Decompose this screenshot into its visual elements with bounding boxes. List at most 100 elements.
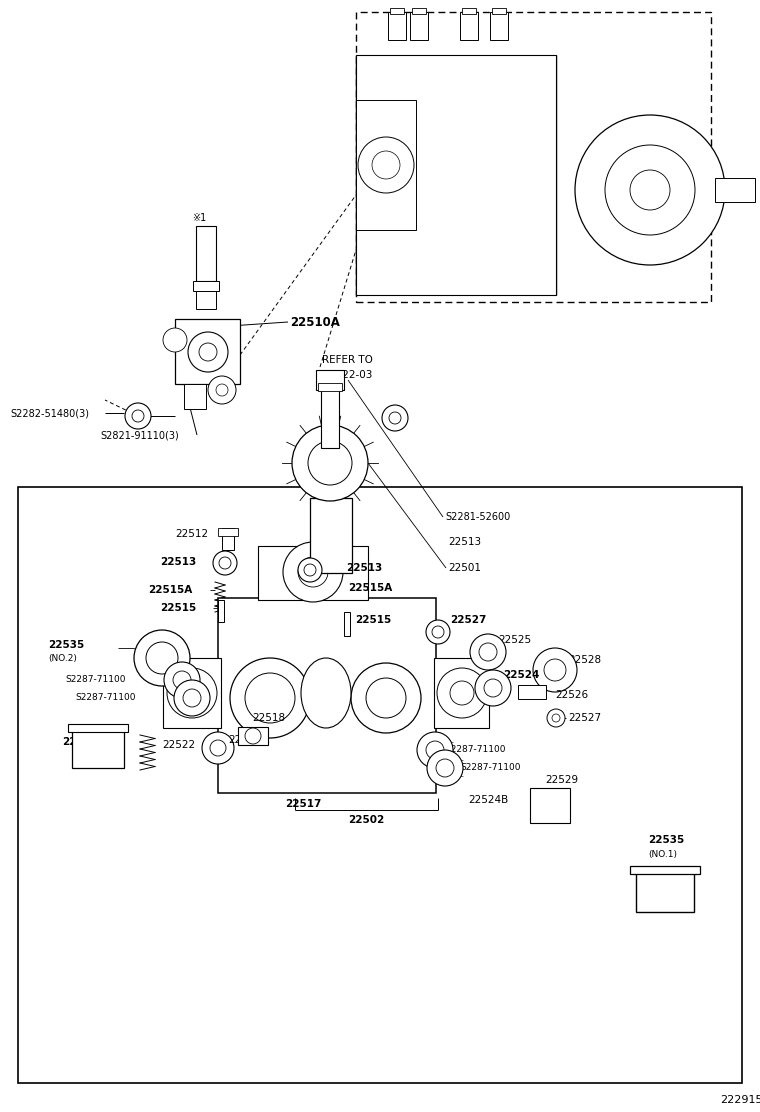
Circle shape <box>163 328 187 353</box>
Text: 22522: 22522 <box>162 739 195 749</box>
Text: REFER TO: REFER TO <box>322 355 373 365</box>
Text: 22513: 22513 <box>346 563 382 573</box>
Text: 22524B: 22524B <box>468 795 508 805</box>
Circle shape <box>164 662 200 698</box>
Circle shape <box>283 542 343 602</box>
Circle shape <box>202 732 234 764</box>
Circle shape <box>298 557 328 587</box>
Text: S2282-51480(3): S2282-51480(3) <box>10 408 89 418</box>
Bar <box>462 8 476 14</box>
Text: 22515A: 22515A <box>348 583 392 593</box>
Bar <box>238 727 268 745</box>
Text: 22527: 22527 <box>568 713 601 723</box>
Circle shape <box>213 552 237 575</box>
Circle shape <box>199 342 217 361</box>
Bar <box>321 388 339 448</box>
Bar <box>218 600 224 622</box>
Text: 22501: 22501 <box>448 563 481 573</box>
Bar <box>530 788 570 823</box>
Circle shape <box>436 759 454 777</box>
Bar <box>492 8 506 14</box>
Text: 22512: 22512 <box>175 529 208 539</box>
Bar <box>412 8 426 14</box>
Bar <box>636 868 694 912</box>
Circle shape <box>245 673 295 723</box>
Text: 22513: 22513 <box>160 557 196 567</box>
Circle shape <box>146 642 178 674</box>
Bar <box>388 12 406 40</box>
Text: 22528: 22528 <box>568 655 601 665</box>
Circle shape <box>174 681 210 716</box>
Text: 22502: 22502 <box>348 815 385 825</box>
Bar <box>630 866 700 874</box>
Circle shape <box>552 714 560 722</box>
Bar <box>316 370 344 390</box>
Circle shape <box>219 557 231 569</box>
Circle shape <box>437 668 487 718</box>
Bar <box>490 12 508 40</box>
Circle shape <box>372 151 400 179</box>
Bar <box>175 319 240 384</box>
Text: 22513: 22513 <box>448 537 481 547</box>
Text: 22529: 22529 <box>545 775 578 785</box>
Circle shape <box>180 681 204 705</box>
Text: ※1: ※1 <box>292 463 307 473</box>
Circle shape <box>544 659 566 681</box>
Text: S2281-52600: S2281-52600 <box>445 512 510 522</box>
Text: 22535: 22535 <box>648 835 684 845</box>
Circle shape <box>188 332 228 373</box>
Circle shape <box>575 115 725 265</box>
Bar <box>518 685 546 699</box>
Bar <box>318 383 342 391</box>
Circle shape <box>308 441 352 485</box>
Circle shape <box>245 728 261 744</box>
Bar <box>310 498 352 573</box>
Circle shape <box>210 739 226 756</box>
Text: 22525: 22525 <box>498 635 531 645</box>
Bar <box>344 612 350 636</box>
Bar <box>196 226 216 281</box>
Circle shape <box>298 558 322 582</box>
Bar <box>193 281 219 291</box>
Circle shape <box>426 741 444 759</box>
Bar <box>356 12 711 302</box>
Circle shape <box>125 403 151 429</box>
Text: 22527: 22527 <box>450 615 486 625</box>
Circle shape <box>183 689 201 707</box>
Text: (NO.2): (NO.2) <box>48 654 77 663</box>
Bar <box>72 726 124 768</box>
Bar <box>184 384 206 409</box>
Circle shape <box>630 170 670 210</box>
Text: 22518: 22518 <box>252 713 285 723</box>
Circle shape <box>167 668 217 718</box>
Circle shape <box>132 410 144 421</box>
Text: ※1: ※1 <box>192 214 206 224</box>
Text: S2287-71100: S2287-71100 <box>445 745 505 755</box>
Text: 22519: 22519 <box>228 735 261 745</box>
Bar <box>222 528 234 550</box>
Circle shape <box>450 681 474 705</box>
Circle shape <box>484 679 502 697</box>
Text: 22535: 22535 <box>48 641 84 651</box>
Circle shape <box>382 405 408 431</box>
Circle shape <box>533 648 577 692</box>
Bar <box>356 100 416 230</box>
Circle shape <box>304 564 316 576</box>
Circle shape <box>479 643 497 661</box>
Bar <box>356 54 556 295</box>
Circle shape <box>358 137 414 193</box>
Circle shape <box>366 678 406 718</box>
Text: (NO.1): (NO.1) <box>648 851 677 860</box>
Circle shape <box>417 732 453 768</box>
Bar <box>218 598 436 793</box>
Text: S2287-71100: S2287-71100 <box>65 675 125 685</box>
Ellipse shape <box>301 658 351 728</box>
Circle shape <box>427 749 463 786</box>
Circle shape <box>426 620 450 644</box>
Circle shape <box>432 626 444 638</box>
Circle shape <box>605 145 695 235</box>
Bar <box>196 291 216 309</box>
Text: 22517: 22517 <box>285 800 321 810</box>
Text: 22515: 22515 <box>160 603 196 613</box>
Circle shape <box>470 634 506 671</box>
